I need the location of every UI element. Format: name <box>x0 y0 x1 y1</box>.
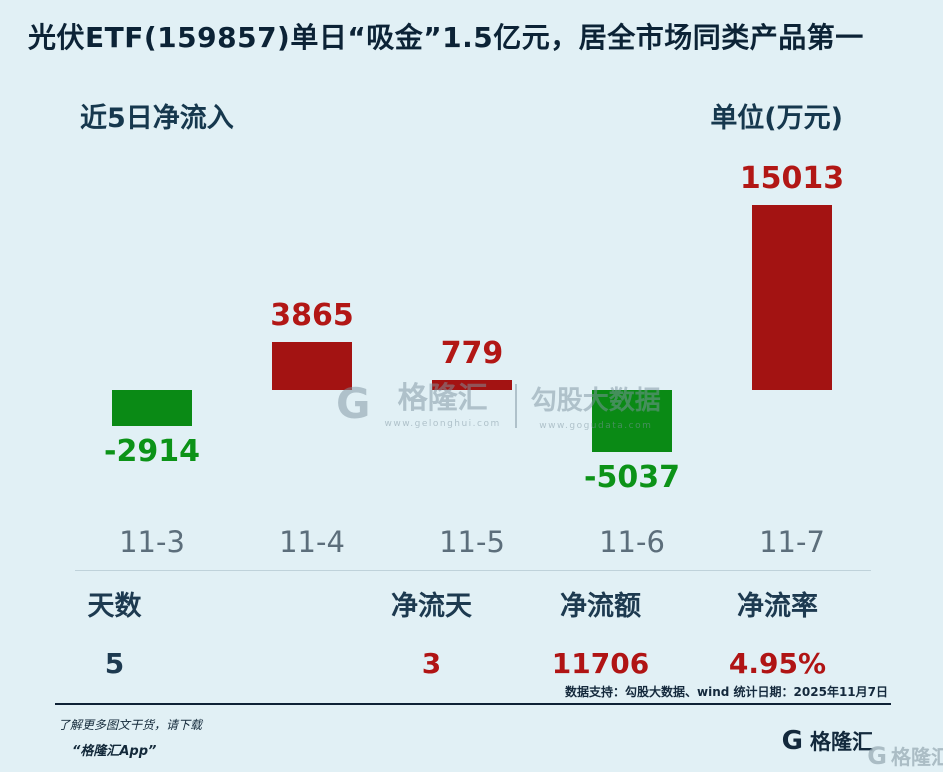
bar-value-label: 3865 <box>270 298 354 333</box>
bar-negative <box>592 390 672 452</box>
x-axis-label: 11-3 <box>119 525 185 559</box>
footer-app-name: “格隆汇App” <box>72 744 157 759</box>
bar-value-label: -5037 <box>584 460 680 495</box>
footer-divider <box>55 703 891 705</box>
gelonghui-logo-icon: G <box>781 726 803 756</box>
data-source-note: 数据支持：勾股大数据、wind 统计日期：2025年11月7日 <box>565 685 888 699</box>
gelonghui-logo-text: 格隆汇 <box>810 730 873 754</box>
stat-label: 净流率 <box>737 591 818 622</box>
bar-negative <box>112 390 192 426</box>
bar-value-label: -2914 <box>104 434 200 469</box>
stat-value: 3 <box>421 647 442 680</box>
x-axis-label: 11-6 <box>599 525 665 559</box>
bar-value-label: 15013 <box>739 161 845 196</box>
stat-value: 4.95% <box>728 647 827 680</box>
chart-title: 近5日净流入 <box>80 103 234 134</box>
bar-positive <box>272 342 352 390</box>
stat-label: 净流额 <box>560 591 641 622</box>
chart-column: 779 11-5 <box>392 150 552 580</box>
divider-line <box>75 570 871 571</box>
bar-positive <box>432 380 512 390</box>
chart-column: -2914 11-3 <box>72 150 232 580</box>
bar-positive <box>752 205 832 390</box>
bar-chart: -2914 11-3 3865 11-4 779 11-5 -5037 11-6 15013 11… <box>72 150 872 580</box>
corner-watermark: G 格隆汇 <box>867 741 943 770</box>
chart-column: 15013 11-7 <box>712 150 872 580</box>
x-axis-label: 11-4 <box>279 525 345 559</box>
stat-net-inflow-amount: 净流额 11706 <box>528 584 673 680</box>
x-axis-label: 11-7 <box>759 525 825 559</box>
stat-net-inflow-days: 净流天 3 <box>369 584 494 680</box>
chart-unit-label: 单位(万元) <box>710 103 843 134</box>
page-title: 光伏ETF(159857)单日“吸金”1.5亿元，居全市场同类产品第一 <box>28 21 864 54</box>
gelonghui-logo: G 格隆汇 <box>782 726 873 756</box>
corner-watermark-text: 格隆汇 <box>891 745 943 769</box>
footer-hint-text: 了解更多图文干货，请下载 <box>58 718 203 732</box>
stat-days: 天数 5 <box>52 584 177 680</box>
bar-value-label: 779 <box>440 336 504 371</box>
stat-label: 天数 <box>87 591 142 622</box>
chart-column: 3865 11-4 <box>232 150 392 580</box>
stat-value: 5 <box>104 647 125 680</box>
stat-value: 11706 <box>551 647 650 680</box>
stat-label: 净流天 <box>391 591 472 622</box>
stat-net-inflow-rate: 净流率 4.95% <box>695 584 860 680</box>
stats-row: 天数 5 净流天 3 净流额 11706 净流率 4.95% <box>0 584 943 694</box>
x-axis-label: 11-5 <box>439 525 505 559</box>
chart-column: -5037 11-6 <box>552 150 712 580</box>
